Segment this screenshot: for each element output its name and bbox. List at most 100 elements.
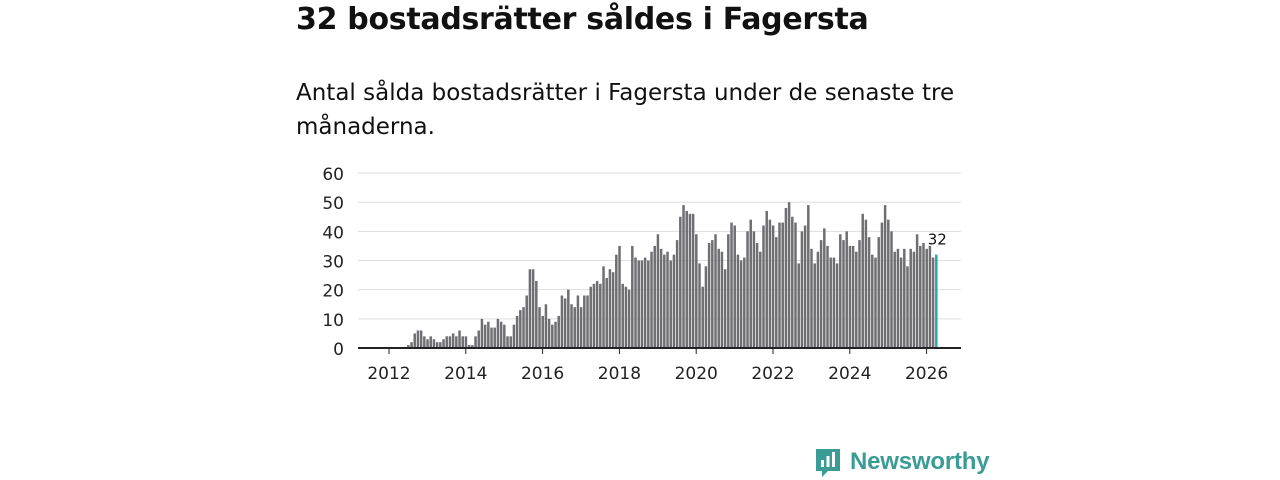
bar bbox=[845, 231, 848, 348]
bar bbox=[842, 240, 845, 348]
bar bbox=[864, 219, 868, 348]
bar bbox=[656, 234, 660, 348]
x-tick-label: 2026 bbox=[905, 364, 948, 384]
bar bbox=[903, 248, 906, 348]
bar bbox=[455, 336, 458, 348]
bar bbox=[445, 336, 448, 348]
bar bbox=[663, 254, 666, 348]
bar bbox=[496, 318, 500, 348]
y-tick-label: 40 bbox=[322, 223, 344, 243]
x-tick-label: 2020 bbox=[675, 364, 718, 384]
bar bbox=[640, 260, 644, 348]
bar bbox=[471, 345, 474, 348]
bar bbox=[784, 208, 788, 348]
bar bbox=[410, 342, 413, 348]
bar bbox=[711, 240, 714, 348]
bar bbox=[448, 336, 452, 348]
bar bbox=[714, 234, 717, 348]
bar bbox=[695, 234, 698, 348]
bar bbox=[509, 336, 512, 348]
bar bbox=[519, 310, 522, 348]
bar bbox=[925, 248, 928, 348]
bar bbox=[586, 295, 589, 348]
bar bbox=[880, 222, 884, 348]
bar bbox=[624, 286, 628, 348]
bar bbox=[893, 251, 896, 348]
bar bbox=[855, 251, 858, 348]
bar bbox=[922, 243, 925, 348]
bar bbox=[819, 240, 823, 348]
bar bbox=[749, 219, 752, 348]
bar bbox=[807, 205, 810, 348]
bar bbox=[618, 245, 621, 348]
bar bbox=[611, 272, 615, 348]
x-tick-label: 2018 bbox=[598, 364, 641, 384]
bar bbox=[538, 307, 541, 348]
bar bbox=[493, 327, 496, 348]
bar bbox=[439, 342, 442, 348]
bar bbox=[931, 257, 935, 348]
x-tick-label: 2012 bbox=[367, 364, 410, 384]
bar bbox=[608, 269, 612, 348]
bar bbox=[595, 280, 599, 348]
bar bbox=[835, 263, 839, 348]
bar bbox=[871, 254, 874, 348]
bar bbox=[419, 330, 423, 348]
bar bbox=[474, 336, 477, 348]
bar bbox=[573, 307, 576, 348]
bar bbox=[698, 263, 701, 348]
bar bbox=[483, 324, 487, 348]
bar bbox=[576, 295, 580, 348]
bar bbox=[621, 283, 624, 348]
highlight-bar bbox=[935, 254, 938, 348]
bar bbox=[755, 243, 759, 348]
bar bbox=[762, 225, 765, 348]
bar bbox=[547, 318, 551, 348]
bar bbox=[525, 295, 528, 348]
bar bbox=[720, 251, 724, 348]
bar bbox=[794, 222, 797, 348]
bar bbox=[739, 260, 743, 348]
bar bbox=[535, 280, 538, 348]
bar bbox=[407, 345, 410, 348]
y-tick-label: 20 bbox=[322, 282, 344, 302]
bar bbox=[813, 263, 816, 348]
y-tick-label: 50 bbox=[322, 194, 344, 214]
bar bbox=[560, 295, 564, 348]
bar bbox=[851, 245, 855, 348]
bar bbox=[915, 234, 919, 348]
bar bbox=[775, 237, 778, 348]
bar bbox=[477, 330, 480, 348]
bar bbox=[416, 330, 420, 348]
y-tick-label: 0 bbox=[333, 340, 344, 360]
bar bbox=[928, 245, 932, 348]
bar bbox=[675, 240, 679, 348]
bar bbox=[682, 205, 685, 348]
bar bbox=[906, 266, 909, 348]
bar-chart-logo-icon bbox=[816, 449, 840, 477]
data-label: 32 bbox=[928, 231, 947, 249]
bar bbox=[461, 336, 464, 348]
bar bbox=[861, 213, 864, 348]
bar bbox=[816, 251, 820, 348]
bar bbox=[557, 315, 560, 348]
bar bbox=[627, 289, 631, 348]
bar bbox=[531, 269, 535, 348]
bar bbox=[733, 225, 736, 348]
bar bbox=[563, 298, 567, 348]
bar bbox=[442, 339, 445, 348]
bar bbox=[666, 251, 669, 348]
page-title: 32 bostadsrätter såldes i Fagersta bbox=[296, 2, 869, 37]
bar bbox=[787, 202, 791, 348]
bar bbox=[771, 225, 775, 348]
bar bbox=[826, 245, 829, 348]
bar bbox=[432, 339, 436, 348]
bar bbox=[829, 257, 832, 348]
bar bbox=[679, 216, 682, 348]
bar bbox=[544, 304, 548, 348]
bar bbox=[781, 222, 784, 348]
bar bbox=[912, 251, 916, 348]
bar bbox=[823, 228, 826, 348]
bar bbox=[803, 225, 807, 348]
x-tick-label: 2014 bbox=[444, 364, 487, 384]
